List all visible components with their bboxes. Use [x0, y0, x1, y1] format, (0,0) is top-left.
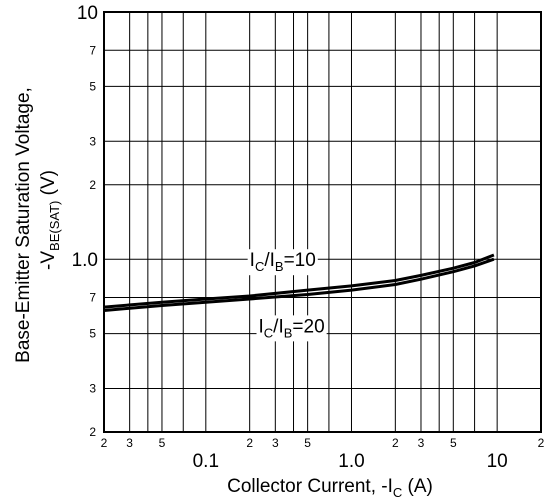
y-axis-title-line1: Base-Emitter Saturation Voltage, [13, 87, 34, 363]
x-tick-label-3: 3 [418, 436, 425, 450]
series-labels: IC/IB=10 IC/IB=20 [247, 249, 327, 342]
x-tick-label-0p03: 3 [126, 436, 133, 450]
x-axis-title-prefix: Collector Current, -I [227, 476, 393, 497]
y-tick-label-5: 5 [89, 79, 96, 93]
series-line-2 [103, 257, 495, 312]
y-tick-label-0p7: 7 [89, 291, 96, 305]
plot-frame [103, 11, 542, 433]
y-tick-label-0p2: 2 [89, 425, 96, 439]
x-axis-title-sub: C [393, 485, 402, 497]
y-tick-label-10: 10 [77, 3, 98, 24]
y-tick-label-3: 3 [89, 134, 96, 148]
y-tick-label-0p5: 5 [89, 327, 96, 341]
series-label-background-1 [247, 249, 318, 276]
x-tick-label-0p05: 5 [159, 436, 166, 450]
x-tick-label-2: 2 [392, 436, 399, 450]
x-tick-label-0p02: 2 [101, 436, 108, 450]
series-line-1 [103, 253, 495, 309]
y-axis-title-line2: -VBE(SAT) (V) [38, 170, 62, 270]
x-tick-label-0p3: 3 [272, 436, 279, 450]
y-tick-label-7: 7 [89, 43, 96, 57]
series-label-2: IC/IB=20 [259, 316, 325, 340]
x-tick-label-20: 2 [538, 436, 545, 450]
grid [104, 12, 541, 432]
x-axis-title-suffix: (A) [402, 476, 433, 497]
y-tick-label-1: 1.0 [72, 250, 98, 271]
series-lines [103, 253, 495, 312]
x-tick-label-5: 5 [450, 436, 457, 450]
x-tick-label-0p2: 2 [246, 436, 253, 450]
x-tick-label-0p1: 0.1 [193, 451, 219, 472]
x-tick-label-10: 10 [487, 451, 508, 472]
x-tick-label-1: 1.0 [338, 451, 364, 472]
x-tick-label-0p5: 5 [304, 436, 311, 450]
y-tick-label-2: 2 [89, 178, 96, 192]
y-axis-title-line2-sub: BE(SAT) [47, 201, 62, 251]
series-label-background-2 [256, 315, 327, 342]
y-axis-title-line2-suffix: (V) [38, 170, 59, 201]
series-label-1: IC/IB=10 [250, 250, 316, 274]
x-axis-title: Collector Current, -IC (A) [227, 476, 433, 497]
y-tick-label-0p3: 3 [89, 381, 96, 395]
y-axis-title-line2-prefix: -V [38, 251, 59, 270]
